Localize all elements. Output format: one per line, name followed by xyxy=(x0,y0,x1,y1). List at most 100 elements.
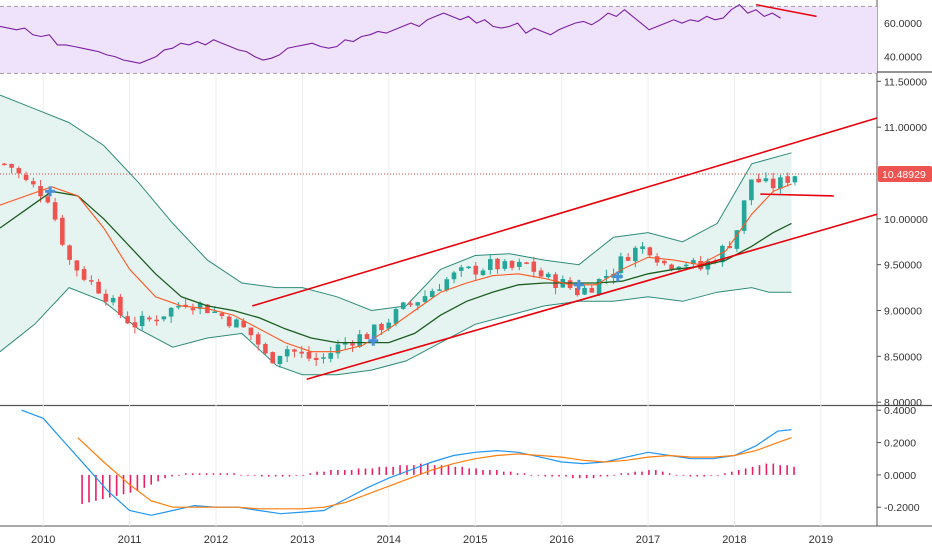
candle[interactable] xyxy=(248,327,254,336)
candle[interactable] xyxy=(429,291,435,298)
candle[interactable] xyxy=(379,323,384,331)
candle[interactable] xyxy=(546,273,551,278)
candle[interactable] xyxy=(502,261,508,269)
candle[interactable] xyxy=(277,355,283,364)
fast-moving-average[interactable] xyxy=(0,183,792,353)
candle[interactable] xyxy=(118,296,123,316)
candle[interactable] xyxy=(480,270,486,276)
candle[interactable] xyxy=(321,357,326,359)
candle[interactable] xyxy=(132,322,138,328)
candle[interactable] xyxy=(763,178,769,182)
candle[interactable] xyxy=(241,320,246,328)
candle[interactable] xyxy=(89,280,94,282)
rsi-trendline[interactable] xyxy=(755,3,817,18)
candle[interactable] xyxy=(691,260,696,265)
rsi-panel[interactable]: 60.0000 40.0000 xyxy=(0,3,922,74)
channel-trendline[interactable] xyxy=(306,213,878,381)
candle[interactable] xyxy=(350,343,355,346)
candle[interactable] xyxy=(364,334,370,340)
candle[interactable] xyxy=(604,275,609,279)
bollinger-lower[interactable] xyxy=(0,287,792,376)
candle[interactable] xyxy=(633,247,638,262)
candle[interactable] xyxy=(495,258,500,270)
candle[interactable] xyxy=(45,196,51,203)
candle[interactable] xyxy=(139,315,145,327)
candle[interactable] xyxy=(524,262,529,264)
candle[interactable] xyxy=(647,247,653,256)
candle[interactable] xyxy=(792,176,798,183)
candle[interactable] xyxy=(393,309,399,324)
candle[interactable] xyxy=(190,308,196,311)
candle[interactable] xyxy=(96,281,101,294)
candle[interactable] xyxy=(197,302,203,309)
candle[interactable] xyxy=(313,357,319,361)
candle[interactable] xyxy=(161,316,167,320)
candle[interactable] xyxy=(23,174,29,180)
candle[interactable] xyxy=(219,313,225,317)
candle[interactable] xyxy=(400,302,406,309)
candle[interactable] xyxy=(357,334,363,347)
candle[interactable] xyxy=(778,177,783,189)
candle[interactable] xyxy=(335,344,341,354)
candle[interactable] xyxy=(234,319,239,328)
candle[interactable] xyxy=(785,176,790,183)
candle[interactable] xyxy=(60,217,65,245)
candle[interactable] xyxy=(654,256,660,263)
macd-panel[interactable]: 0.4000 0.2000 0.0000 -0.2000 xyxy=(21,405,920,516)
candle[interactable] xyxy=(299,351,305,354)
candle[interactable] xyxy=(328,353,334,359)
candle[interactable] xyxy=(625,257,631,261)
candle[interactable] xyxy=(306,351,312,359)
candle[interactable] xyxy=(147,317,152,320)
candle[interactable] xyxy=(531,261,537,272)
bollinger-upper[interactable] xyxy=(0,94,792,312)
candle[interactable] xyxy=(451,272,457,280)
candle[interactable] xyxy=(226,316,232,327)
candle[interactable] xyxy=(756,178,761,183)
candle[interactable] xyxy=(589,287,595,293)
channel-trendline[interactable] xyxy=(760,193,834,197)
candle[interactable] xyxy=(618,256,624,274)
candle[interactable] xyxy=(342,342,348,345)
signal-line[interactable] xyxy=(77,437,792,510)
rsi-line[interactable] xyxy=(0,4,781,64)
candle[interactable] xyxy=(466,266,471,269)
candle[interactable] xyxy=(770,178,776,189)
candle[interactable] xyxy=(683,264,689,267)
candle[interactable] xyxy=(575,287,580,296)
candle[interactable] xyxy=(270,352,275,364)
candle[interactable] xyxy=(408,303,413,305)
candle[interactable] xyxy=(16,168,22,174)
candle[interactable] xyxy=(712,261,718,263)
candle[interactable] xyxy=(720,245,725,263)
candle[interactable] xyxy=(669,264,674,270)
channel-trendline[interactable] xyxy=(252,117,878,307)
candle[interactable] xyxy=(284,349,290,357)
candle[interactable] xyxy=(9,163,14,168)
candle[interactable] xyxy=(81,269,87,280)
candle[interactable] xyxy=(705,261,711,270)
candle[interactable] xyxy=(487,259,493,271)
candle[interactable] xyxy=(74,260,80,271)
candle[interactable] xyxy=(2,163,7,166)
candle[interactable] xyxy=(154,319,159,322)
candle[interactable] xyxy=(437,289,442,291)
candle[interactable] xyxy=(567,280,573,289)
candle[interactable] xyxy=(741,200,747,231)
candle[interactable] xyxy=(31,181,36,185)
candle[interactable] xyxy=(538,270,544,277)
candle[interactable] xyxy=(516,261,522,267)
candle[interactable] xyxy=(371,324,377,339)
price-panel[interactable]: 11.50000 11.00000 10.00000 9.50000 9.00000 8.… xyxy=(0,76,928,409)
slow-moving-average[interactable] xyxy=(0,190,792,344)
candle[interactable] xyxy=(458,267,464,271)
candle[interactable] xyxy=(734,230,740,249)
candle[interactable] xyxy=(640,246,645,250)
candle[interactable] xyxy=(110,298,116,303)
candle[interactable] xyxy=(125,316,130,324)
candle[interactable] xyxy=(212,311,217,314)
candle[interactable] xyxy=(255,334,261,345)
candle[interactable] xyxy=(444,279,450,291)
